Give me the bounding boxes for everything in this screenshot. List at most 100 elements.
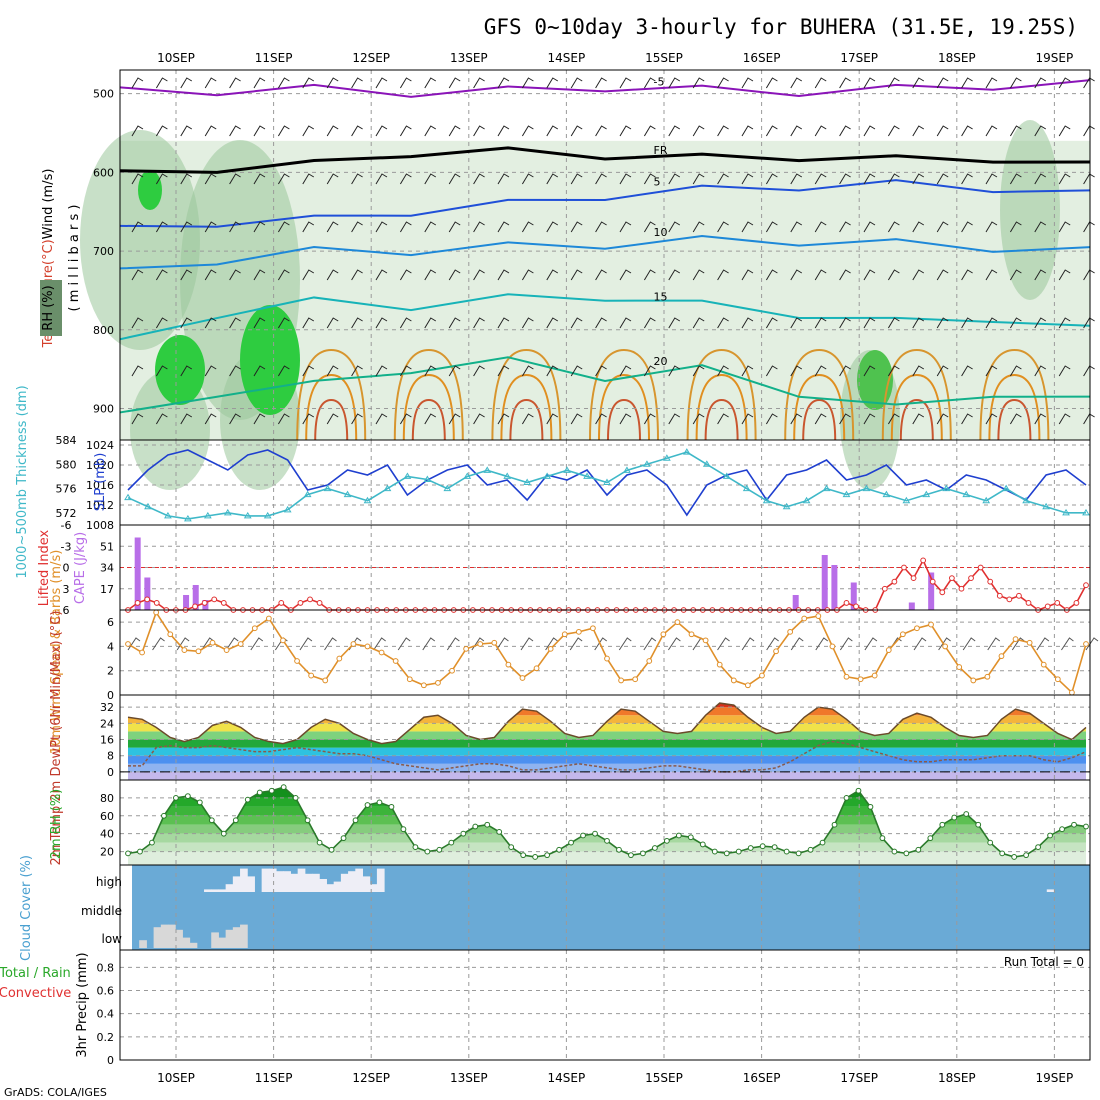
wind-barb xyxy=(692,125,705,137)
rh2m-point xyxy=(987,839,994,846)
thickness-point xyxy=(662,454,671,461)
wind-barb xyxy=(521,221,534,233)
rh-high-blob xyxy=(155,335,205,405)
surface-wind-barb xyxy=(299,637,313,651)
date-label-bottom: 10SEP xyxy=(157,1071,195,1085)
date-label-top: 19SEP xyxy=(1036,51,1074,65)
isotherm-line xyxy=(119,235,1091,270)
wind-barb xyxy=(717,173,729,185)
wind-speed-point xyxy=(801,615,808,622)
wind-barb xyxy=(790,413,803,425)
low-cloud-bar xyxy=(211,932,219,948)
wind-barb xyxy=(497,413,510,425)
rh2m-point xyxy=(256,789,263,796)
wind-barb xyxy=(814,173,827,185)
wind-barb xyxy=(229,317,241,329)
low-cloud-bar xyxy=(182,937,191,948)
wind-barb xyxy=(668,125,681,137)
rh2m-point xyxy=(388,803,395,810)
wind-barb xyxy=(399,413,412,425)
high-cloud-bar xyxy=(326,884,335,892)
wind-barb xyxy=(668,221,681,233)
wind-barb xyxy=(546,125,559,137)
wind-barb xyxy=(790,77,803,89)
wind-barb xyxy=(570,77,583,89)
wind-barb xyxy=(277,173,290,185)
wind-speed-point xyxy=(209,639,216,646)
rh2m-point xyxy=(376,799,383,806)
rh2m-point xyxy=(759,843,766,850)
wind-speed-point xyxy=(660,631,667,638)
temp-dome-contour xyxy=(695,373,748,441)
thickness-point xyxy=(1002,484,1011,492)
wind-barb xyxy=(180,77,193,89)
wind-barb xyxy=(985,77,998,89)
wind-speed-point xyxy=(125,641,131,647)
thickness-point xyxy=(882,490,891,498)
cape-bar xyxy=(134,537,141,610)
low-cloud-bar xyxy=(175,929,183,948)
wind-barb xyxy=(1058,221,1071,233)
wind-barb xyxy=(497,77,510,89)
lifted-index-point xyxy=(192,603,198,610)
wind-barb xyxy=(473,125,485,137)
surface-wind-barb xyxy=(1036,637,1050,651)
rh2m-point xyxy=(1059,826,1065,833)
rh2m-point xyxy=(628,852,634,859)
wind-barb xyxy=(155,125,168,137)
high-cloud-bar xyxy=(297,868,306,892)
wind-barb xyxy=(229,413,241,425)
wind-barb xyxy=(619,77,632,89)
rh2m-point xyxy=(795,850,802,857)
thickness-tick: 580 xyxy=(56,458,77,471)
lifted-tick: 3 xyxy=(63,583,70,596)
wind-barb xyxy=(765,125,778,137)
wind-barb xyxy=(668,269,681,281)
wind-barb xyxy=(961,269,973,281)
wind-barb xyxy=(839,413,851,425)
wind-barb xyxy=(790,317,803,329)
wind-barb xyxy=(399,221,412,233)
date-label-bottom: 17SEP xyxy=(840,1071,878,1085)
rh2m-point xyxy=(1047,832,1053,839)
rh2m-point xyxy=(532,854,539,860)
wind-speed-point xyxy=(392,658,399,664)
wind-barb xyxy=(448,317,461,329)
rh2m-point xyxy=(568,839,574,846)
wind-barb xyxy=(692,77,705,89)
rh-high-blob xyxy=(857,350,893,410)
surface-wind-barb xyxy=(250,637,264,651)
lifted-index-point xyxy=(220,600,227,606)
wind-barb xyxy=(1058,413,1071,425)
wind-barb xyxy=(839,317,851,329)
wind-barb xyxy=(448,125,461,137)
wind-barb xyxy=(326,173,339,185)
rh2m-point xyxy=(364,802,371,808)
thickness-point xyxy=(643,460,651,467)
thickness-point xyxy=(702,460,711,467)
wind-barb xyxy=(1009,77,1022,89)
wind-speed-point xyxy=(674,619,681,626)
lifted-ylabel: Lifted Index xyxy=(37,529,52,606)
high-cloud-bar xyxy=(290,873,299,892)
rh2m-point xyxy=(879,835,886,842)
temp-dome-contour xyxy=(491,348,562,441)
wind-speed-point xyxy=(871,672,878,679)
wind-speed-point xyxy=(590,625,596,632)
thickness-point xyxy=(802,496,811,504)
temp-ylabel: 2m Temp 2m DewPt (6hr Min/Max) (°C) xyxy=(49,611,64,866)
wind-barb xyxy=(912,173,925,185)
wind-barb xyxy=(717,77,729,89)
rh2m-point xyxy=(1011,854,1018,860)
thickness-tick: 576 xyxy=(56,483,77,496)
wind-barb xyxy=(1009,413,1022,425)
date-label-bottom: 19SEP xyxy=(1036,1071,1074,1085)
ylabel-part: Wind (m/s) xyxy=(41,169,56,240)
isotherm-label: -5 xyxy=(654,76,665,89)
pressure-tick: 900 xyxy=(93,403,114,416)
thickness-point xyxy=(263,511,272,519)
rh2m-point xyxy=(999,850,1006,857)
wind-barb xyxy=(839,365,851,377)
rh2m-point xyxy=(304,817,311,824)
high-cloud-bar xyxy=(211,889,219,892)
